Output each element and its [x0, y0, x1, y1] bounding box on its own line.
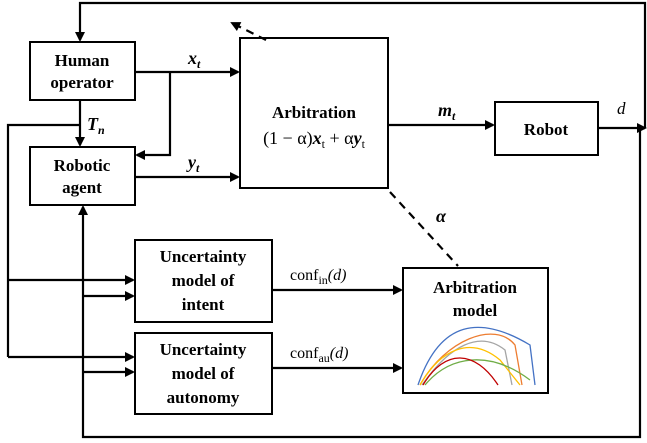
autonomy-box: [134, 332, 273, 415]
intent-box: [134, 239, 273, 323]
formula-part: x: [312, 128, 322, 148]
edge-tail: (d): [330, 345, 349, 362]
formula-part: t: [362, 137, 366, 151]
edge-label: α: [436, 206, 447, 226]
edge-label: yt: [186, 152, 200, 175]
formula-part: (1 − α): [263, 128, 313, 149]
edge-sub: t: [197, 57, 201, 71]
node-label: Arbitration: [272, 103, 357, 122]
node-label: Robotic: [54, 156, 111, 175]
arb-model-box: [402, 267, 549, 394]
node-label: model of: [172, 271, 235, 290]
formula: (1 − α)xt + αyt: [263, 128, 366, 151]
edge-label: mt: [438, 100, 456, 123]
node-label: Uncertainty: [160, 340, 247, 359]
edge-main: y: [186, 152, 197, 172]
connectors: [6, 1, 647, 439]
node-label: autonomy: [167, 388, 240, 407]
edge-label: confin(d): [290, 267, 346, 287]
node-label: operator: [50, 73, 114, 92]
edge-label: d: [617, 99, 626, 118]
node-label: intent: [182, 295, 225, 314]
edge-sub: n: [98, 123, 105, 137]
edge-tail: (d): [328, 267, 347, 284]
edge-sub: au: [318, 351, 329, 365]
edge-label: confau(d): [290, 345, 348, 365]
formula-part: + α: [325, 128, 354, 148]
node-label: Human: [55, 51, 110, 70]
edge-main: conf: [290, 345, 319, 362]
node-label: model: [453, 301, 498, 320]
edge-sub: in: [318, 273, 327, 287]
edge-label: xt: [187, 48, 201, 71]
edge-main: T: [87, 114, 99, 134]
edge-main: x: [187, 48, 197, 68]
formula-part: y: [352, 128, 363, 148]
edge-sub: t: [196, 161, 200, 175]
arbitration-box: [239, 37, 389, 189]
node-label: model of: [172, 364, 235, 383]
edge-main: m: [438, 100, 452, 120]
curves-icon: [417, 326, 536, 386]
edge-label: Tn: [87, 114, 105, 137]
edge-main: conf: [290, 267, 319, 284]
agent-box: [29, 146, 136, 206]
node-label: agent: [62, 178, 102, 197]
node-label: Arbitration: [433, 278, 518, 297]
node-label: Robot: [524, 120, 569, 139]
edge-sub: t: [452, 109, 456, 123]
node-label: Uncertainty: [160, 247, 247, 266]
formula-part: t: [322, 137, 326, 151]
human-box: [29, 41, 136, 101]
